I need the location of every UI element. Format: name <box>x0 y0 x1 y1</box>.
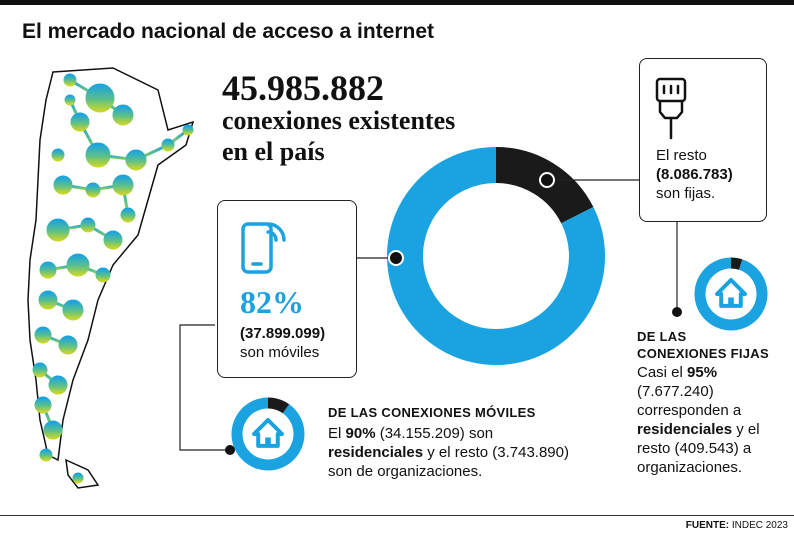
headline-line-2: en el país <box>222 137 325 166</box>
home-icon-door <box>265 437 271 446</box>
fixed-line-2: son fijas. <box>656 185 716 202</box>
mobile-residential-pct: 90% <box>345 425 376 442</box>
mobile-connector-dot <box>388 250 404 266</box>
fixed-connector-dot <box>539 172 555 188</box>
fixed-detail-line-6: organizaciones. <box>637 459 743 476</box>
mobile-detail-dot <box>225 445 235 455</box>
text-span: y el <box>732 421 760 438</box>
text-span: y el resto (3.743.890) <box>423 444 569 461</box>
fixed-slice <box>495 147 594 224</box>
mobile-detail-line-3: son de organizaciones. <box>328 463 483 480</box>
mobile-slice <box>387 147 605 365</box>
residential-slice <box>694 257 768 331</box>
home-icon-door <box>728 297 734 306</box>
fixed-box <box>639 58 767 222</box>
mobile-count: (37.899.099) <box>240 325 326 342</box>
mobile-detail-line-2: residenciales y el resto (3.743.890) <box>328 443 569 462</box>
text-span: Casi el <box>637 364 688 381</box>
source-label: FUENTE: <box>685 520 730 531</box>
mobile-box <box>217 200 357 378</box>
page-title: El mercado nacional de acceso a internet <box>22 20 434 43</box>
fixed-detail-line-5: resto (409.543) a <box>637 440 752 457</box>
text-span: (34.155.209) son <box>375 425 494 442</box>
fixed-residential-pct: 95% <box>687 364 718 381</box>
fixed-detail-line-1: Casi el 95% <box>637 363 717 382</box>
mobile-donut-chart <box>231 397 305 471</box>
text-span: residenciales <box>637 421 733 438</box>
main-donut-chart <box>387 147 605 365</box>
organizations-slice <box>267 397 290 414</box>
fixed-detail-dot <box>672 307 682 317</box>
fixed-count: (8.086.783) <box>656 166 733 183</box>
organizations-slice <box>730 257 743 270</box>
mobile-label: son móviles <box>240 344 320 361</box>
footer-rule <box>0 515 794 516</box>
fixed-detail-line-4: residenciales y el <box>637 420 760 439</box>
text-span: El <box>328 425 346 442</box>
mobile-detail-line-1: El 90% (34.155.209) son <box>328 424 493 443</box>
headline-line-1: conexiones existentes <box>222 106 456 135</box>
text-span: residenciales <box>328 444 424 461</box>
source-value: INDEC 2023 <box>729 520 788 531</box>
argentina-map <box>27 67 195 489</box>
mobile-percent: 82% <box>240 284 304 320</box>
fixed-detail-line-2: (7.677.240) <box>637 383 714 400</box>
mobile-detail-heading: DE LAS CONEXIONES MÓVILES <box>328 405 536 420</box>
source-note: FUENTE: INDEC 2023 <box>686 520 788 531</box>
fixed-detail-line-3: corresponden a <box>637 402 742 419</box>
mobile-detail-connector <box>179 324 228 451</box>
fixed-donut-chart <box>694 257 768 331</box>
residential-slice <box>231 397 305 471</box>
fixed-detail-heading-1: DE LAS <box>637 329 687 344</box>
fixed-line-1: El resto <box>656 147 707 164</box>
fixed-detail-heading-2: CONEXIONES FIJAS <box>637 346 769 361</box>
total-connections: 45.985.882 <box>222 68 384 108</box>
top-bar <box>0 0 794 5</box>
